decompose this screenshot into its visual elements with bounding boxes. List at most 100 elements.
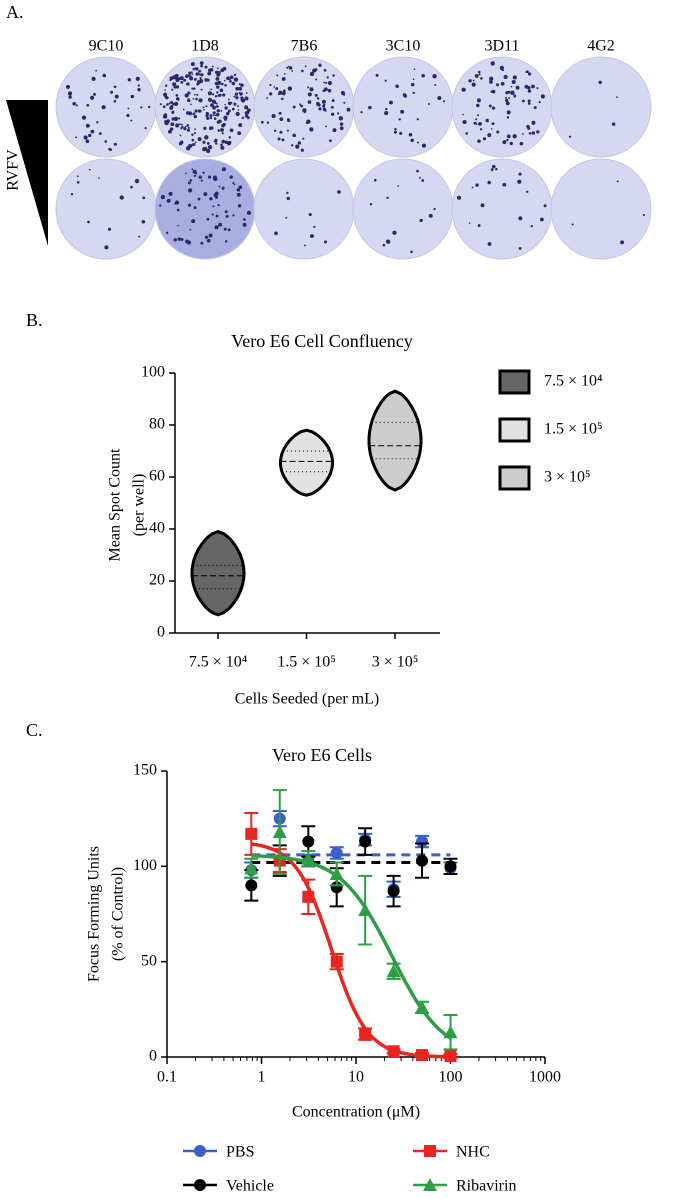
spot bbox=[229, 80, 232, 83]
spot bbox=[91, 76, 96, 81]
spot bbox=[403, 94, 408, 98]
spot bbox=[281, 91, 286, 96]
legend-swatch bbox=[498, 369, 531, 395]
spot bbox=[306, 119, 311, 124]
y-tick-label: 80 bbox=[149, 416, 165, 433]
spot bbox=[287, 118, 290, 121]
spot bbox=[213, 117, 217, 120]
spot bbox=[479, 128, 483, 131]
spot bbox=[266, 97, 269, 99]
spot bbox=[242, 218, 246, 221]
spot bbox=[237, 204, 242, 208]
spot bbox=[215, 214, 219, 218]
legend-label: Ribavirin bbox=[456, 1178, 516, 1195]
spot bbox=[219, 120, 222, 123]
spot bbox=[475, 183, 479, 187]
y-tick-label: 100 bbox=[133, 857, 157, 874]
spot bbox=[162, 105, 166, 109]
spot bbox=[437, 95, 442, 101]
spot bbox=[207, 175, 212, 179]
spot bbox=[187, 181, 191, 185]
spot bbox=[416, 141, 419, 144]
spot bbox=[233, 73, 237, 77]
spot bbox=[178, 117, 181, 120]
spot bbox=[232, 182, 235, 185]
spot bbox=[527, 102, 531, 105]
spot bbox=[222, 66, 227, 71]
spot bbox=[419, 218, 423, 223]
spot bbox=[166, 103, 169, 106]
spot bbox=[113, 85, 117, 89]
spot bbox=[168, 102, 171, 105]
spot bbox=[247, 108, 251, 112]
spot bbox=[159, 103, 162, 106]
spot bbox=[163, 92, 168, 97]
spot bbox=[186, 124, 190, 127]
spot bbox=[400, 109, 405, 114]
spot bbox=[408, 133, 413, 137]
spot bbox=[490, 168, 494, 172]
data-point bbox=[302, 890, 315, 903]
spot bbox=[179, 76, 184, 81]
spot bbox=[204, 65, 208, 69]
well bbox=[550, 56, 652, 158]
well bbox=[253, 158, 355, 260]
spot bbox=[277, 137, 281, 141]
data-point bbox=[415, 1000, 430, 1014]
data-point bbox=[444, 860, 457, 873]
spot bbox=[209, 116, 213, 120]
y-tick-label: 60 bbox=[149, 468, 165, 485]
spot bbox=[421, 73, 425, 78]
spot bbox=[543, 204, 547, 208]
spot bbox=[217, 80, 222, 85]
spot bbox=[480, 203, 485, 208]
spot bbox=[194, 67, 199, 71]
spot bbox=[214, 142, 218, 145]
spot bbox=[241, 98, 246, 103]
spot bbox=[193, 87, 196, 90]
spot bbox=[313, 225, 316, 228]
data-point bbox=[329, 866, 344, 880]
spot bbox=[229, 128, 234, 133]
data-point bbox=[330, 955, 343, 968]
column-label: 3D11 bbox=[485, 38, 520, 55]
spot bbox=[502, 182, 507, 187]
spot bbox=[229, 175, 233, 179]
spot bbox=[171, 117, 175, 121]
x-tick-label: 0.1 bbox=[157, 1069, 177, 1086]
spot bbox=[468, 222, 471, 224]
spot bbox=[212, 175, 217, 180]
spot bbox=[221, 139, 226, 144]
spot bbox=[473, 121, 477, 125]
spot bbox=[213, 192, 218, 198]
spot bbox=[197, 137, 202, 142]
spot bbox=[304, 244, 306, 247]
spot bbox=[175, 97, 180, 101]
spot bbox=[207, 68, 212, 72]
spot bbox=[186, 82, 190, 86]
spot bbox=[214, 225, 219, 230]
spot bbox=[220, 128, 224, 132]
spot bbox=[274, 231, 278, 236]
spot bbox=[275, 87, 279, 91]
spot bbox=[172, 82, 177, 87]
spot bbox=[472, 79, 475, 82]
spot bbox=[533, 106, 537, 110]
spot bbox=[531, 84, 535, 89]
spot bbox=[412, 78, 415, 81]
spot bbox=[332, 74, 335, 77]
spot bbox=[222, 93, 226, 97]
spot bbox=[176, 78, 179, 81]
spot bbox=[211, 93, 215, 96]
spot bbox=[237, 131, 242, 136]
spot bbox=[175, 80, 178, 83]
spot bbox=[142, 196, 146, 200]
data-point bbox=[302, 835, 315, 848]
spot bbox=[224, 240, 228, 243]
spot bbox=[195, 72, 199, 76]
spot bbox=[175, 85, 180, 89]
spot bbox=[113, 142, 117, 146]
spot bbox=[385, 239, 391, 244]
spot bbox=[72, 101, 76, 106]
